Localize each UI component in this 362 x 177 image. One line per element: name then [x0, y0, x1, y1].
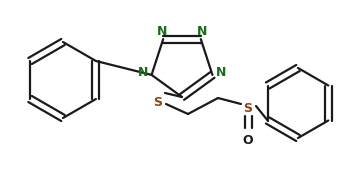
Text: S: S	[244, 101, 253, 115]
Text: O: O	[243, 133, 253, 147]
Text: N: N	[197, 25, 207, 38]
Text: N: N	[137, 66, 148, 79]
Text: S: S	[153, 96, 163, 109]
Text: N: N	[157, 25, 167, 38]
Text: N: N	[216, 66, 227, 79]
